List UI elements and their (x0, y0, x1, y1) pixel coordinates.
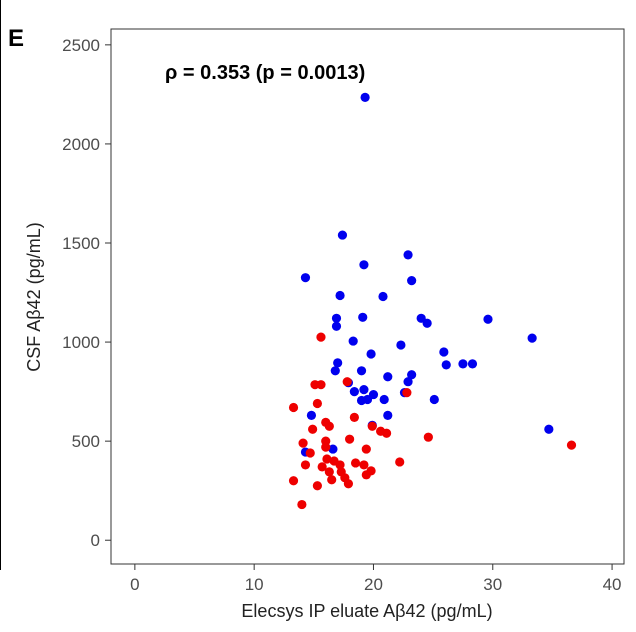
red-data-point (298, 438, 308, 448)
x-axis-title: Elecsys IP eluate Aβ42 (pg/mL) (241, 601, 492, 621)
blue-data-point (483, 314, 493, 324)
plot-frame (110, 28, 625, 565)
x-tick-label: 0 (130, 575, 139, 594)
blue-data-point (441, 360, 451, 370)
red-data-point (359, 460, 369, 470)
blue-data-point (331, 313, 342, 323)
x-tick-label: 20 (364, 575, 383, 594)
y-axis: 0 500 1000 1500 2000 2500 (62, 36, 111, 550)
blue-data-point (527, 333, 537, 343)
red-data-point (402, 388, 412, 398)
blue-data-point (333, 358, 343, 368)
blue-data-point (407, 370, 417, 380)
red-data-point (297, 499, 307, 510)
red-data-point (350, 458, 361, 468)
blue-data-point (422, 318, 432, 328)
blue-data-point (306, 410, 317, 420)
red-data-point (423, 432, 433, 442)
x-tick-label: 10 (245, 575, 264, 594)
red-data-point (335, 460, 345, 470)
red-data-point (342, 377, 352, 387)
blue-data-point (335, 290, 345, 301)
blue-data-point (403, 250, 413, 260)
blue-data-point (396, 340, 406, 350)
red-data-point (361, 444, 371, 454)
red-data-point (305, 448, 315, 458)
red-data-point (288, 476, 299, 486)
red-data-point (327, 475, 337, 485)
y-tick-label: 1500 (62, 234, 100, 253)
red-data-point (343, 479, 354, 489)
red-data-point (349, 412, 359, 422)
blue-data-point (328, 444, 338, 454)
red-data-point (321, 442, 331, 452)
y-tick-label: 500 (72, 432, 100, 451)
x-axis: 0 10 20 30 40 (130, 564, 622, 594)
red-data-point (322, 454, 332, 464)
blue-data-point (403, 377, 413, 387)
red-data-point (288, 402, 299, 413)
blue-data-point (300, 273, 311, 283)
y-axis-title: CSF Aβ42 (pg/mL) (24, 222, 44, 371)
red-data-point (324, 467, 334, 477)
blue-data-point (544, 424, 554, 434)
red-data-point (345, 434, 355, 444)
blue-data-point (429, 394, 439, 405)
blue-data-point (379, 394, 389, 405)
red-data-point (312, 398, 322, 409)
blue-data-point (383, 410, 393, 420)
red-data-point (566, 440, 577, 450)
blue-data-point (378, 291, 388, 302)
blue-data-point (349, 387, 359, 397)
red-data-point (316, 332, 326, 342)
blue-data-point (331, 321, 342, 331)
data-points (288, 92, 577, 510)
red-data-point (395, 457, 405, 467)
red-data-point (381, 428, 392, 438)
blue-data-point (458, 359, 468, 369)
y-tick-label: 2500 (62, 36, 100, 55)
x-tick-label: 30 (483, 575, 502, 594)
blue-data-point (383, 372, 393, 382)
x-tick-label: 40 (603, 575, 622, 594)
red-data-point (367, 421, 377, 431)
blue-data-point (467, 359, 478, 369)
correlation-annotation: ρ = 0.353 (p = 0.0013) (165, 62, 365, 84)
blue-data-point (359, 385, 369, 395)
blue-data-point (358, 312, 368, 322)
red-data-point (361, 470, 371, 480)
blue-data-point (356, 366, 367, 376)
red-data-point (308, 424, 318, 434)
blue-data-point (407, 276, 417, 286)
y-tick-label: 1000 (62, 333, 100, 352)
red-data-point (317, 462, 327, 472)
red-data-point (312, 481, 322, 491)
y-tick-label: 0 (91, 531, 100, 550)
blue-data-point (366, 349, 376, 359)
red-data-point (300, 460, 311, 470)
blue-data-point (330, 366, 340, 376)
blue-data-point (337, 230, 348, 240)
blue-data-point (348, 336, 358, 346)
y-tick-label: 2000 (62, 135, 100, 154)
blue-data-point (360, 92, 370, 102)
red-data-point (316, 380, 326, 390)
blue-data-point (359, 260, 369, 270)
blue-data-point (439, 347, 449, 357)
red-data-point (324, 421, 334, 431)
blue-data-point (356, 395, 367, 406)
panel-label: E (8, 25, 24, 52)
